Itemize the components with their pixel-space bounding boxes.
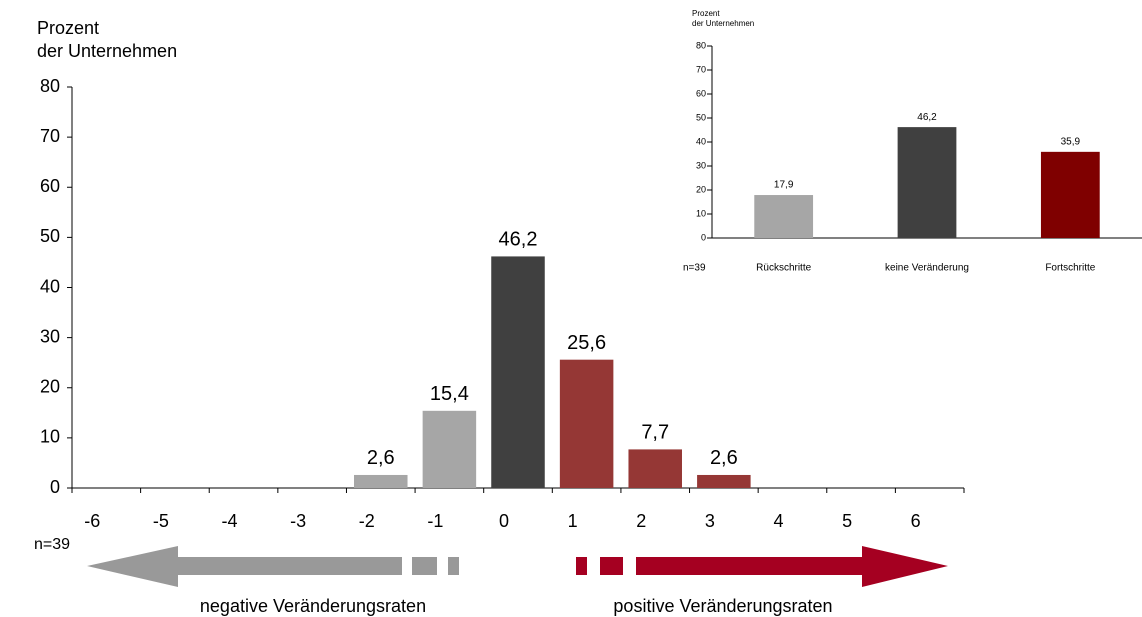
bar [697, 474, 751, 488]
arrow-dash [600, 557, 623, 575]
arrow-left [87, 546, 402, 587]
y-tick-label: 50 [40, 226, 60, 246]
bar [1040, 151, 1100, 238]
y-axis-label: der Unternehmen [37, 41, 177, 61]
x-tick-label: 2 [636, 511, 646, 531]
value-label: 7,7 [641, 422, 669, 444]
y-tick-label: 10 [40, 427, 60, 447]
bar [754, 195, 814, 238]
y-tick-label: 40 [40, 276, 60, 296]
value-label: 2,6 [710, 447, 738, 469]
x-tick-label: Rückschritte [756, 263, 811, 274]
annotation: positive Veränderungsraten [613, 596, 832, 616]
arrow-right [636, 546, 948, 587]
y-tick-label: 20 [40, 377, 60, 397]
y-axis-label: der Unternehmen [692, 19, 754, 28]
bar [628, 449, 682, 488]
value-label: 2,6 [367, 447, 395, 469]
y-axis-label: Prozent [692, 9, 720, 18]
value-label: 46,2 [917, 112, 937, 123]
note: n=39 [34, 536, 70, 553]
y-tick-label: 50 [696, 112, 706, 122]
x-tick-label: 5 [842, 511, 852, 531]
x-tick-label: -3 [290, 511, 306, 531]
x-tick-label: 3 [705, 511, 715, 531]
y-tick-label: 20 [696, 184, 706, 194]
x-tick-label: -5 [153, 511, 169, 531]
value-label: 17,9 [774, 180, 794, 191]
y-tick-label: 70 [696, 64, 706, 74]
bar [354, 474, 408, 488]
bar [897, 127, 957, 238]
value-label: 46,2 [499, 229, 538, 251]
y-tick-label: 80 [696, 40, 706, 50]
arrow-dash [412, 557, 437, 575]
y-tick-label: 30 [696, 160, 706, 170]
note: n=39 [683, 263, 706, 274]
x-tick-label: keine Veränderung [885, 263, 969, 274]
y-tick-label: 80 [40, 76, 60, 96]
bar [491, 256, 545, 488]
y-tick-label: 60 [40, 176, 60, 196]
bar [559, 359, 614, 488]
value-label: 25,6 [567, 332, 606, 354]
x-tick-label: -2 [359, 511, 375, 531]
x-tick-label: -6 [84, 511, 100, 531]
bar [422, 410, 477, 488]
y-tick-label: 10 [696, 208, 706, 218]
x-tick-label: 6 [911, 511, 921, 531]
y-tick-label: 0 [50, 477, 60, 497]
value-label: 35,9 [1061, 136, 1081, 147]
x-tick-label: 1 [568, 511, 578, 531]
value-label: 15,4 [430, 383, 469, 405]
y-tick-label: 0 [701, 232, 706, 242]
y-tick-label: 70 [40, 126, 60, 146]
arrow-dash [448, 557, 459, 575]
x-tick-label: -1 [427, 511, 443, 531]
annotation: negative Veränderungsraten [200, 596, 426, 616]
x-tick-label: 0 [499, 511, 509, 531]
y-tick-label: 60 [696, 88, 706, 98]
x-tick-label: -4 [222, 511, 238, 531]
arrow-dash [576, 557, 587, 575]
y-tick-label: 40 [696, 136, 706, 146]
y-axis-label: Prozent [37, 18, 99, 38]
y-tick-label: 30 [40, 326, 60, 346]
x-tick-label: Fortschritte [1045, 263, 1095, 274]
x-tick-label: 4 [773, 511, 783, 531]
